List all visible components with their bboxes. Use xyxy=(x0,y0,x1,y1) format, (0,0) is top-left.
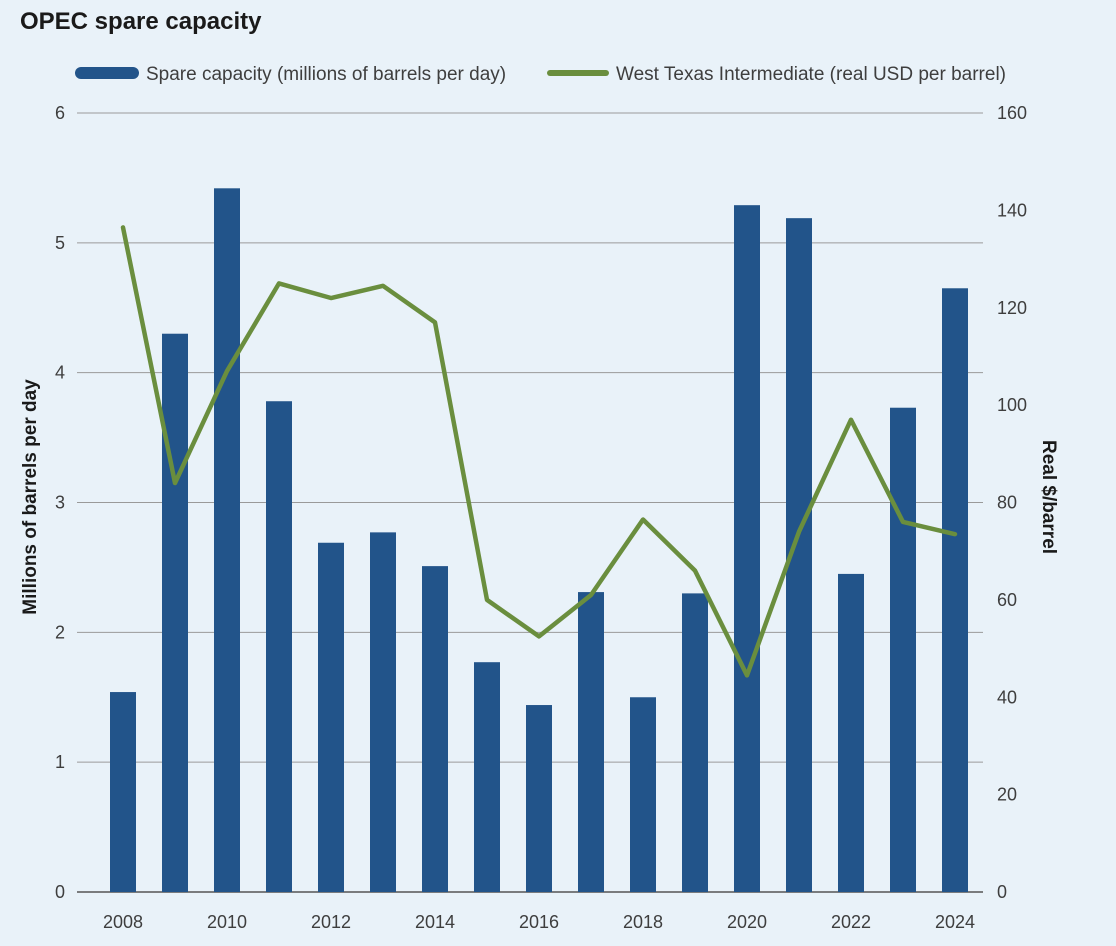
x-tick-label: 2010 xyxy=(207,912,247,932)
x-tick-label: 2020 xyxy=(727,912,767,932)
x-tick-label: 2008 xyxy=(103,912,143,932)
x-axis-ticks: 2008 2010 2012 2014 2016 2018 2020 2022 2024 xyxy=(103,912,975,932)
bar xyxy=(578,592,604,892)
bar-series xyxy=(110,188,968,893)
bar xyxy=(734,205,760,893)
bar xyxy=(318,542,344,892)
bar xyxy=(214,188,240,892)
left-tick-label: 0 xyxy=(55,882,65,902)
left-tick-label: 4 xyxy=(55,363,65,383)
left-axis-label: Millions of barrels per day xyxy=(20,379,41,615)
bar xyxy=(942,288,968,892)
bar xyxy=(474,662,500,892)
bar xyxy=(370,532,396,892)
left-tick-label: 5 xyxy=(55,233,65,253)
legend-label-wti: West Texas Intermediate (real USD per ba… xyxy=(616,64,1006,85)
right-axis-label: Real $/barrel xyxy=(1038,440,1059,554)
x-tick-label: 2024 xyxy=(935,912,975,932)
bar xyxy=(682,593,708,892)
bar xyxy=(110,692,136,892)
right-tick-label: 40 xyxy=(997,687,1017,707)
right-tick-label: 0 xyxy=(997,882,1007,902)
left-tick-label: 2 xyxy=(55,622,65,642)
wti-line xyxy=(120,225,958,678)
right-tick-label: 60 xyxy=(997,590,1017,610)
left-tick-label: 1 xyxy=(55,752,65,772)
x-tick-label: 2014 xyxy=(415,912,455,932)
chart-title: OPEC spare capacity xyxy=(20,8,262,35)
right-tick-label: 100 xyxy=(997,395,1027,415)
bar xyxy=(526,705,552,892)
x-tick-label: 2018 xyxy=(623,912,663,932)
bar xyxy=(890,407,916,892)
bar xyxy=(266,401,292,892)
bar xyxy=(162,333,188,892)
left-tick-label: 3 xyxy=(55,493,65,513)
right-tick-label: 160 xyxy=(997,103,1027,123)
legend: Spare capacity (millions of barrels per … xyxy=(75,64,1006,85)
legend-label-spare-capacity: Spare capacity (millions of barrels per … xyxy=(146,64,506,85)
right-tick-label: 80 xyxy=(997,493,1017,513)
x-tick-label: 2022 xyxy=(831,912,871,932)
left-axis-ticks: 0 1 2 3 4 5 6 xyxy=(55,103,65,902)
right-tick-label: 120 xyxy=(997,298,1027,318)
right-axis-ticks: 0 20 40 60 80 100 120 140 160 xyxy=(997,103,1027,902)
right-tick-label: 20 xyxy=(997,785,1017,805)
legend-swatch-spare-capacity xyxy=(75,67,139,79)
x-tick-label: 2016 xyxy=(519,912,559,932)
right-tick-label: 140 xyxy=(997,200,1027,220)
line-series xyxy=(120,225,958,678)
left-tick-label: 6 xyxy=(55,103,65,123)
bar xyxy=(838,573,864,892)
x-tick-label: 2012 xyxy=(311,912,351,932)
bar xyxy=(422,566,448,892)
bar xyxy=(630,697,656,892)
